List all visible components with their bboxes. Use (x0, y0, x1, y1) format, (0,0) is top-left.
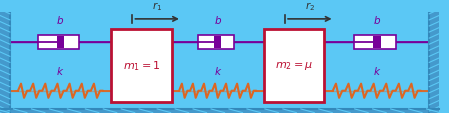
Text: $b$: $b$ (57, 14, 65, 26)
Bar (0, 109, 439, 113)
Bar (57, 37, 64, 49)
Bar (0, 13, 10, 113)
Bar (264, 30, 324, 102)
Text: $b$: $b$ (214, 14, 222, 26)
Text: $b$: $b$ (373, 14, 381, 26)
Text: $k$: $k$ (373, 64, 381, 76)
Bar (373, 37, 381, 49)
Bar (215, 37, 221, 49)
Text: $m_1 = 1$: $m_1 = 1$ (123, 59, 160, 73)
Text: $r_2$: $r_2$ (305, 0, 315, 13)
Bar (429, 13, 439, 113)
Bar (198, 36, 234, 50)
Text: $r_1$: $r_1$ (152, 0, 162, 13)
Bar (111, 30, 172, 102)
Text: $k$: $k$ (56, 64, 65, 76)
Bar (38, 36, 79, 50)
Bar (354, 36, 396, 50)
Text: $k$: $k$ (214, 64, 222, 76)
Text: $m_2 = \mu$: $m_2 = \mu$ (275, 60, 313, 72)
